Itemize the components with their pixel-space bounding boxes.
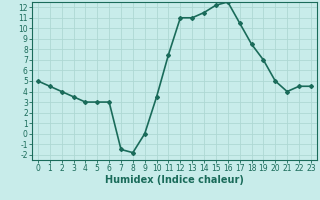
X-axis label: Humidex (Indice chaleur): Humidex (Indice chaleur) — [105, 175, 244, 185]
